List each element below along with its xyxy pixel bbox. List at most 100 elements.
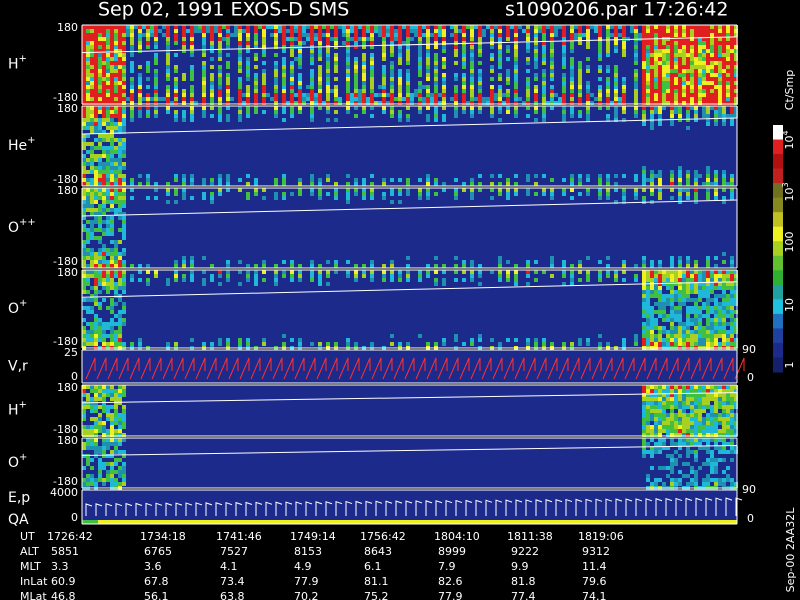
spectrogram-cell bbox=[686, 57, 690, 61]
spectrogram-cell bbox=[710, 33, 714, 37]
spectrogram-cell bbox=[658, 450, 662, 454]
spectrogram-cell bbox=[658, 385, 662, 389]
spectrogram-cell bbox=[562, 65, 566, 69]
spectrogram-cell bbox=[690, 433, 694, 437]
spectrogram-cell bbox=[654, 326, 658, 330]
spectrogram-cell bbox=[354, 264, 358, 268]
spectrogram-cell bbox=[710, 77, 714, 81]
spectrogram-cell bbox=[106, 270, 110, 274]
spectrogram-cell bbox=[554, 101, 558, 105]
spectrogram-cell bbox=[114, 77, 118, 81]
spectrogram-cell bbox=[698, 334, 702, 338]
spectrogram-cell bbox=[310, 118, 314, 122]
spectrogram-cell bbox=[318, 73, 322, 77]
spectrogram-cell bbox=[606, 192, 610, 196]
spectrogram-cell bbox=[98, 417, 102, 421]
spectrogram-cell bbox=[282, 342, 286, 346]
spectrogram-cell bbox=[346, 41, 350, 45]
spectrogram-cell bbox=[106, 224, 110, 228]
spectrogram-cell bbox=[678, 260, 682, 264]
spectrogram-cell bbox=[706, 385, 710, 389]
spectrogram-cell bbox=[534, 93, 538, 97]
spectrogram-cell bbox=[718, 421, 722, 425]
spectrogram-cell bbox=[690, 401, 694, 405]
spectrogram-cell bbox=[238, 85, 242, 89]
spectrogram-cell bbox=[678, 196, 682, 200]
spectrogram-cell bbox=[262, 33, 266, 37]
spectrogram-cell bbox=[362, 53, 366, 57]
spectrogram-cell bbox=[642, 286, 646, 290]
spectrogram-cell bbox=[682, 338, 686, 342]
spectrogram-cell bbox=[226, 37, 230, 41]
spectrogram-cell bbox=[526, 45, 530, 49]
spectrogram-cell bbox=[90, 442, 94, 446]
spectrogram-cell bbox=[254, 264, 258, 268]
spectrogram-cell bbox=[86, 429, 90, 433]
spectrogram-cell bbox=[106, 146, 110, 150]
spectrogram-cell bbox=[118, 61, 122, 65]
spectrogram-cell bbox=[702, 270, 706, 274]
spectrogram-cell bbox=[102, 101, 106, 105]
spectrogram-cell bbox=[674, 405, 678, 409]
spectrogram-cell bbox=[382, 274, 386, 278]
spectrogram-cell bbox=[114, 122, 118, 126]
spectrogram-cell bbox=[734, 65, 738, 69]
spectrogram-cell bbox=[210, 192, 214, 196]
spectrogram-cell bbox=[694, 298, 698, 302]
spectrogram-cell bbox=[706, 421, 710, 425]
spectrogram-cell bbox=[326, 97, 330, 101]
spectrogram-cell bbox=[370, 196, 374, 200]
spectrogram-cell bbox=[110, 224, 114, 228]
spectrogram-cell bbox=[154, 85, 158, 89]
spectrogram-cell bbox=[290, 97, 294, 101]
spectrogram-cell bbox=[118, 421, 122, 425]
spectrogram-cell bbox=[562, 114, 566, 118]
row-value: 75.2 bbox=[364, 590, 389, 600]
spectrogram-cell bbox=[122, 126, 126, 130]
spectrogram-cell bbox=[702, 69, 706, 73]
spectrogram-cell bbox=[426, 118, 430, 122]
spectrogram-cell bbox=[314, 97, 318, 101]
spectrogram-cell bbox=[94, 146, 98, 150]
spectrogram-cell bbox=[98, 429, 102, 433]
spectrogram-cell bbox=[246, 278, 250, 282]
spectrogram-cell bbox=[658, 466, 662, 470]
spectrogram-cell bbox=[658, 425, 662, 429]
spectrogram-cell bbox=[334, 264, 338, 268]
spectrogram-cell bbox=[698, 425, 702, 429]
spectrogram-cell bbox=[94, 338, 98, 342]
spectrogram-cell bbox=[218, 106, 222, 110]
spectrogram-cell bbox=[86, 264, 90, 268]
spectrogram-cell bbox=[210, 274, 214, 278]
spectrogram-cell bbox=[218, 342, 222, 346]
spectrogram-cell bbox=[470, 89, 474, 93]
colorbar-segment bbox=[773, 342, 783, 358]
spectrogram-cell bbox=[122, 154, 126, 158]
spectrogram-cell bbox=[370, 188, 374, 192]
spectrogram-cell bbox=[698, 49, 702, 53]
spectrogram-cell bbox=[354, 270, 358, 274]
spectrogram-cell bbox=[154, 274, 158, 278]
spectrogram-cell bbox=[94, 334, 98, 338]
colorbar-segment bbox=[773, 212, 783, 228]
spectrogram-cell bbox=[174, 188, 178, 192]
label-text: V,r bbox=[8, 359, 28, 375]
spectrogram-cell bbox=[550, 57, 554, 61]
spectrogram-cell bbox=[642, 393, 646, 397]
spectrogram-cell bbox=[578, 114, 582, 118]
spectrogram-cell bbox=[122, 130, 126, 134]
spectrogram-cell bbox=[94, 425, 98, 429]
spectrogram-cell bbox=[622, 37, 626, 41]
spectrogram-cell bbox=[354, 69, 358, 73]
spectrogram-cell bbox=[102, 192, 106, 196]
spectrogram-cell bbox=[702, 77, 706, 81]
spectrogram-cell bbox=[706, 264, 710, 268]
spectrogram-cell bbox=[454, 270, 458, 274]
spectrogram-cell bbox=[674, 33, 678, 37]
spectrogram-cell bbox=[550, 260, 554, 264]
spectrogram-cell bbox=[678, 188, 682, 192]
spectrogram-cell bbox=[646, 81, 650, 85]
spectrogram-cell bbox=[690, 93, 694, 97]
spectrogram-cell bbox=[238, 89, 242, 93]
spectrogram-cell bbox=[114, 330, 118, 334]
